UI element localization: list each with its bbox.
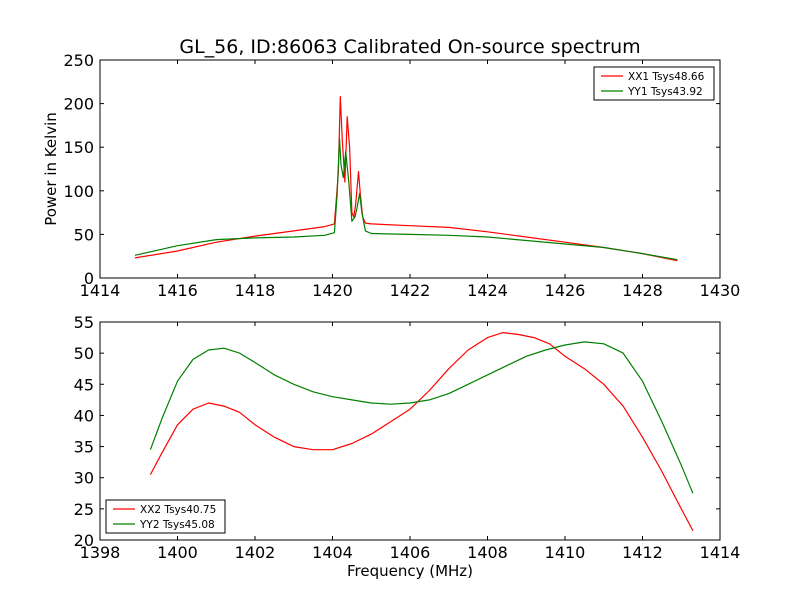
top-x-tick-label: 1430	[700, 281, 741, 300]
bottom-legend-box	[105, 499, 226, 534]
bottom-x-tick-label: 1410	[545, 543, 586, 562]
bottom-series-line-2	[149, 341, 694, 494]
top-x-tick-label: 1428	[622, 281, 663, 300]
bottom-x-tick-label: 1406	[390, 543, 431, 562]
bottom-x-tick-label: 1414	[700, 543, 741, 562]
top-y-axis-label: Power in Kelvin	[42, 112, 60, 226]
bottom-x-tick-label: 1400	[157, 543, 198, 562]
top-x-tick-label: 1422	[390, 281, 431, 300]
top-legend: XX1 Tsys48.66 YY1 Tsys43.92	[593, 66, 715, 101]
bottom-x-tick-label: 1412	[622, 543, 663, 562]
bottom-x-tick-label: 1398	[80, 543, 121, 562]
top-x-tick-label: 1420	[312, 281, 353, 300]
top-series-line-1	[134, 95, 678, 262]
top-x-tick-label: 1416	[157, 281, 198, 300]
bottom-panel: 1398 1400 1402 1404 1406 1408 1410 1412 1414 20 25…	[74, 313, 741, 580]
bottom-y-tick-label: 50	[74, 344, 94, 363]
bottom-legend-label-2: YY2 Tsys45.08	[139, 519, 215, 531]
top-legend-label-1: XX1 Tsys48.66	[628, 71, 705, 83]
bottom-series-line-1	[149, 332, 694, 531]
bottom-y-tick-label: 30	[74, 469, 94, 488]
chart-title: GL_56, ID:86063 Calibrated On-source spe…	[179, 36, 640, 58]
bottom-y-tick-label: 25	[74, 500, 94, 519]
top-y-tick-label: 100	[63, 182, 94, 201]
top-y-tick-label: 200	[63, 95, 94, 114]
top-legend-label-2: YY1 Tsys43.92	[627, 86, 703, 98]
top-x-tick-label: 1426	[545, 281, 586, 300]
top-x-tick-label: 1414	[80, 281, 121, 300]
bottom-y-tick-label: 35	[74, 438, 94, 457]
bottom-legend: XX2 Tsys40.75 YY2 Tsys45.08	[105, 499, 226, 534]
top-series-line-2	[134, 137, 678, 261]
bottom-x-axis-label: Frequency (MHz)	[347, 562, 473, 580]
bottom-y-tick-label: 45	[74, 375, 94, 394]
top-x-tick-label: 1418	[235, 281, 276, 300]
top-x-tick-label: 1424	[467, 281, 508, 300]
bottom-x-tick-label: 1404	[312, 543, 353, 562]
top-y-tick-label: 150	[63, 138, 94, 157]
top-y-tick-label: 0	[84, 269, 94, 288]
bottom-x-tick-label: 1408	[467, 543, 508, 562]
bottom-y-tick-label: 40	[74, 406, 94, 425]
top-y-tick-label: 250	[63, 51, 94, 70]
top-legend-box	[593, 66, 715, 101]
bottom-y-tick-label: 20	[74, 531, 94, 550]
bottom-legend-label-1: XX2 Tsys40.75	[140, 504, 216, 516]
bottom-x-tick-label: 1402	[235, 543, 276, 562]
top-y-tick-label: 50	[74, 225, 94, 244]
top-panel: 1414 1416 1418 1420 1422 1424 1426 1428 1430 0 50 1…	[42, 51, 740, 300]
bottom-y-tick-label: 55	[74, 313, 94, 332]
